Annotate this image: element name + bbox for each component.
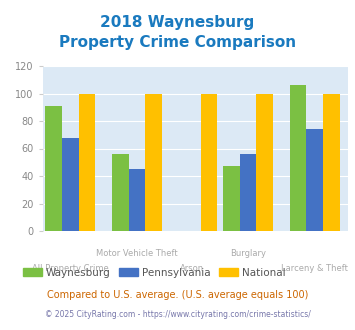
- Text: Larceny & Theft: Larceny & Theft: [281, 264, 348, 273]
- Bar: [79, 93, 95, 231]
- Text: © 2025 CityRating.com - https://www.cityrating.com/crime-statistics/: © 2025 CityRating.com - https://www.city…: [45, 310, 310, 319]
- Bar: [201, 93, 218, 231]
- Text: Burglary: Burglary: [230, 249, 266, 258]
- Bar: [145, 93, 162, 231]
- Bar: [306, 129, 323, 231]
- Bar: [45, 106, 62, 231]
- Bar: [223, 166, 240, 231]
- Text: Property Crime Comparison: Property Crime Comparison: [59, 35, 296, 50]
- Bar: [256, 93, 273, 231]
- Text: Motor Vehicle Theft: Motor Vehicle Theft: [96, 249, 178, 258]
- Text: Compared to U.S. average. (U.S. average equals 100): Compared to U.S. average. (U.S. average …: [47, 290, 308, 300]
- Bar: [240, 154, 256, 231]
- Bar: [290, 85, 306, 231]
- Text: All Property Crime: All Property Crime: [32, 264, 109, 273]
- Bar: [112, 154, 129, 231]
- Bar: [129, 169, 145, 231]
- Text: 2018 Waynesburg: 2018 Waynesburg: [100, 15, 255, 30]
- Bar: [62, 138, 79, 231]
- Text: Arson: Arson: [180, 264, 204, 273]
- Legend: Waynesburg, Pennsylvania, National: Waynesburg, Pennsylvania, National: [23, 268, 285, 278]
- Bar: [323, 93, 340, 231]
